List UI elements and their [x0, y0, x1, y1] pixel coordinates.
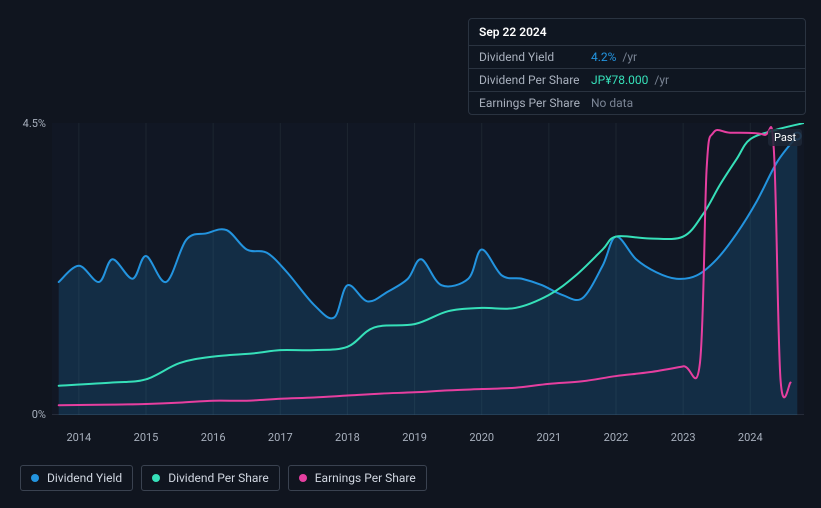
legend-label: Dividend Yield [47, 471, 122, 485]
x-tick: 2024 [738, 431, 763, 444]
x-tick: 2019 [402, 431, 427, 444]
legend-swatch [299, 474, 307, 482]
tooltip-row-label: Dividend Yield [479, 50, 591, 64]
tooltip-row: Earnings Per ShareNo data [469, 91, 805, 114]
x-tick: 2022 [604, 431, 629, 444]
past-badge: Past [768, 129, 802, 146]
tooltip-row: Dividend Per ShareJP¥78.000 /yr [469, 68, 805, 91]
legend-item[interactable]: Earnings Per Share [288, 465, 427, 491]
x-tick: 2020 [469, 431, 494, 444]
x-tick: 2014 [66, 431, 91, 444]
tooltip-row-value: No data [591, 96, 795, 110]
legend-swatch [31, 474, 39, 482]
tooltip-row-label: Dividend Per Share [479, 73, 591, 87]
x-tick: 2021 [536, 431, 561, 444]
x-tick: 2016 [201, 431, 226, 444]
legend-item[interactable]: Dividend Per Share [141, 465, 280, 491]
x-axis: 2014 2015 2016 2017 2018 2019 2020 2021 2022 2023… [52, 431, 804, 451]
legend-label: Earnings Per Share [315, 471, 416, 485]
tooltip-row: Dividend Yield4.2% /yr [469, 45, 805, 68]
chart-plot[interactable] [52, 123, 804, 415]
legend-item[interactable]: Dividend Yield [20, 465, 133, 491]
y-axis-label-min: 0% [6, 408, 46, 421]
legend-swatch [152, 474, 160, 482]
x-tick: 2023 [671, 431, 696, 444]
tooltip-row-label: Earnings Per Share [479, 96, 591, 110]
chart-area: 4.5% 0% 20142015201620172018201920202021… [20, 108, 806, 448]
x-tick: 2018 [335, 431, 360, 444]
x-tick: 2015 [134, 431, 159, 444]
tooltip-panel: Sep 22 2024 Dividend Yield4.2% /yrDivide… [468, 18, 806, 115]
tooltip-row-value: JP¥78.000 /yr [591, 73, 795, 87]
tooltip-row-value: 4.2% /yr [591, 50, 795, 64]
y-axis-label-max: 4.5% [6, 117, 46, 130]
legend-label: Dividend Per Share [168, 471, 269, 485]
tooltip-date: Sep 22 2024 [469, 19, 805, 45]
legend: Dividend Yield Dividend Per Share Earnings… [20, 465, 427, 491]
x-tick: 2017 [268, 431, 293, 444]
